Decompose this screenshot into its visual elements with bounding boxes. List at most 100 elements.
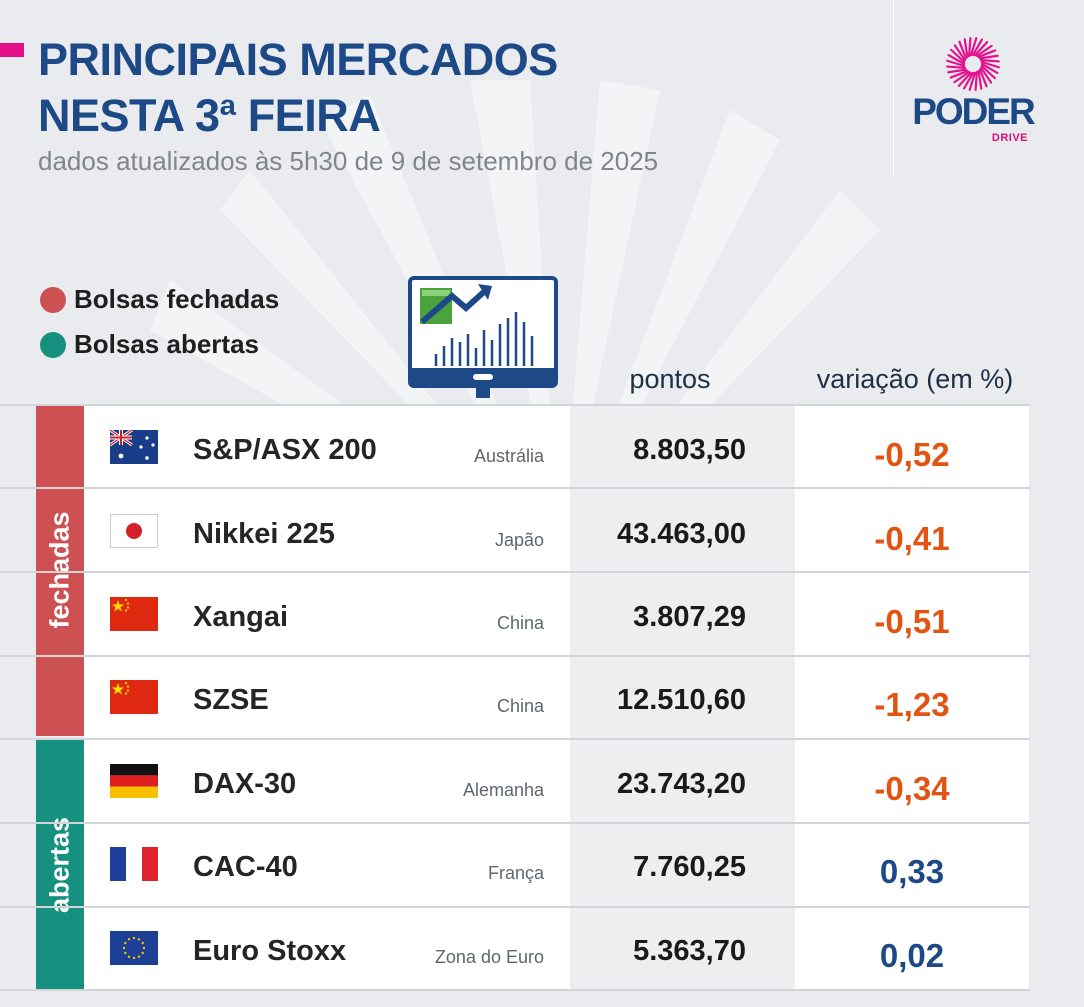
china-flag-icon (110, 597, 158, 631)
logo-ray (977, 49, 997, 59)
title-line-2: NESTA 3ª FEIRA (38, 90, 381, 141)
points-column-bg (570, 404, 795, 990)
logo-ray (974, 71, 979, 91)
market-points: 3.807,29 (633, 601, 746, 633)
logo-ray (980, 66, 993, 84)
table-row: CAC-40 França 7.760,25 0,33 (0, 823, 1084, 907)
column-header-points: pontos (629, 364, 711, 394)
market-points: 12.510,60 (616, 684, 746, 716)
accent-bar (0, 43, 24, 57)
china-flag-icon (110, 680, 158, 714)
market-variation: 0,02 (879, 937, 945, 974)
logo-ray (968, 71, 977, 91)
market-name: Nikkei 225 (193, 518, 335, 550)
market-points: 8.803,50 (633, 434, 746, 466)
logo-ray (946, 65, 966, 70)
market-variation: -1,23 (874, 686, 950, 723)
logo-ray (953, 44, 966, 62)
legend-open-label: Bolsas abertas (74, 329, 259, 359)
market-country: França (487, 863, 544, 883)
market-country: Alemanha (462, 780, 544, 800)
logo-ray (953, 71, 971, 84)
logo-ray (946, 59, 966, 68)
market-country: Austrália (473, 446, 544, 466)
market-points: 5.363,70 (633, 935, 746, 967)
logo-ray (950, 48, 966, 64)
market-country: Japão (494, 530, 544, 550)
logo-ray (963, 38, 969, 59)
logo-ray (973, 41, 989, 57)
row-divider (0, 487, 1030, 489)
logo-ray (980, 60, 1000, 69)
germany-flag-icon (110, 764, 158, 798)
market-name: Euro Stoxx (193, 935, 347, 967)
page-title: PRINCIPAIS MERCADOS NESTA 3ª FEIRA (38, 32, 558, 144)
market-variation: 0,33 (879, 853, 945, 890)
market-country: Zona do Euro (434, 947, 544, 967)
group-open: abertas (36, 740, 84, 990)
logo-ray (971, 38, 984, 57)
markets-table: fechadas abertas S&P/ASX 200 Austrália 8… (0, 404, 1084, 991)
japan-flag-icon (110, 514, 158, 548)
market-variation: -0,34 (874, 770, 950, 807)
logo-ray (978, 68, 988, 88)
table-row: Xangai China 3.807,29 -0,51 (0, 573, 1084, 657)
market-name: DAX-30 (193, 768, 297, 800)
legend-closed: Bolsas fechadas (40, 284, 279, 315)
logo-ray (977, 69, 983, 90)
poder-drive-logo: PODER DRIVE (912, 36, 1036, 148)
market-points: 23.743,20 (616, 768, 746, 800)
market-points: 7.760,25 (633, 851, 746, 883)
legend-open-dot (40, 331, 66, 358)
market-variation: -0,51 (874, 603, 950, 640)
market-name: Xangai (193, 601, 289, 633)
legend-closed-dot (40, 286, 66, 313)
logo-ray (967, 37, 972, 57)
logo-ray (980, 62, 999, 75)
row-divider (0, 404, 1030, 406)
logo-ray (980, 64, 996, 80)
update-timestamp: dados atualizados às 5h30 de 9 de setemb… (38, 146, 659, 176)
logo-ray (949, 69, 969, 79)
table-row: S&P/ASX 200 Austrália 8.803,50 -0,52 (0, 406, 1084, 490)
logo-burst-icon (946, 37, 1000, 91)
row-divider (0, 738, 1030, 740)
logo-word: PODER (912, 91, 1036, 132)
row-divider (0, 571, 1030, 573)
row-divider (0, 989, 1030, 991)
logo-ray (975, 44, 993, 57)
table-body-bg (84, 404, 570, 990)
row-divider (0, 822, 1030, 824)
row-divider (0, 906, 1030, 908)
logo-ray (958, 40, 968, 60)
stock-monitor-icon (408, 276, 558, 398)
title-line-1: PRINCIPAIS MERCADOS (38, 34, 558, 85)
market-variation: -0,52 (874, 436, 950, 473)
france-flag-icon (110, 847, 158, 881)
table-row: Nikkei 225 Japão 43.463,00 -0,41 (0, 490, 1084, 574)
legend-closed-label: Bolsas fechadas (74, 284, 280, 314)
market-points: 43.463,00 (616, 518, 746, 550)
row-divider (0, 655, 1030, 657)
market-name: SZSE (193, 684, 269, 716)
logo-ray (947, 53, 966, 66)
logo-ray (980, 58, 1000, 63)
logo-ray (978, 54, 999, 60)
eu-flag-icon (110, 931, 158, 965)
table-row: Euro Stoxx Zona do Euro 5.363,70 0,02 (0, 907, 1084, 991)
market-country: China (496, 613, 544, 633)
variation-column-bg (795, 404, 1029, 990)
legend-open: Bolsas abertas (40, 329, 259, 360)
logo-ray (957, 71, 973, 87)
market-name: S&P/ASX 200 (193, 434, 377, 466)
logo-ray (947, 68, 968, 74)
logo-ray (962, 71, 975, 90)
market-name: CAC-40 (193, 851, 298, 883)
table-row: DAX-30 Alemanha 23.743,20 -0,34 (0, 740, 1084, 824)
logo-ray (969, 37, 978, 57)
logo-sub: DRIVE (991, 132, 1028, 144)
table-row: SZSE China 12.510,60 -1,23 (0, 656, 1084, 740)
group-closed: fechadas (36, 404, 84, 736)
column-header-variation: variação (em %) (816, 364, 1014, 394)
australia-flag-icon (110, 430, 158, 464)
